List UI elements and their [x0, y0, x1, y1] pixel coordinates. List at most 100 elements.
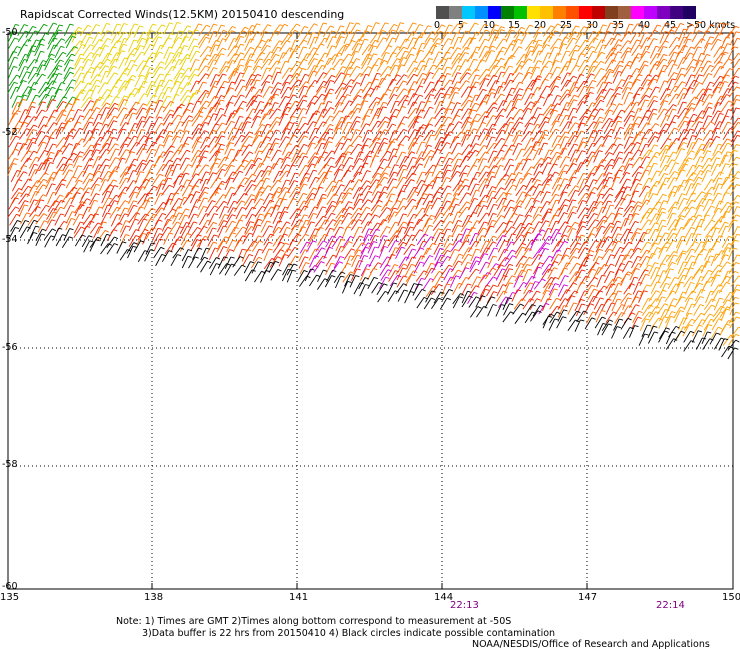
wind-barb — [560, 121, 569, 133]
wind-barb — [360, 115, 367, 128]
wind-barb — [162, 122, 170, 135]
wind-barb — [594, 225, 602, 238]
wind-barb-feather — [350, 179, 355, 183]
wind-barb — [98, 158, 107, 171]
wind-barb-feather — [672, 104, 677, 107]
wind-barb — [116, 43, 124, 57]
wind-barb-feather — [96, 107, 101, 110]
wind-barb-feather — [392, 178, 398, 181]
wind-barb-feather — [54, 109, 59, 112]
wind-barb — [307, 58, 315, 71]
wind-barb — [164, 164, 171, 178]
wind-barb-feather — [314, 206, 319, 209]
wind-barb-feather — [500, 65, 505, 69]
wind-barb-feather — [13, 81, 18, 85]
wind-barb — [207, 191, 216, 203]
wind-barb-feather — [688, 157, 693, 160]
wind-barb-feather — [493, 142, 498, 146]
wind-barb — [263, 233, 271, 246]
wind-barb — [145, 101, 154, 114]
wind-barb — [253, 162, 261, 175]
wind-barb-feather — [213, 213, 219, 216]
wind-barb-feather — [364, 100, 369, 103]
wind-barb-feather — [89, 36, 94, 39]
wind-barb — [711, 192, 719, 205]
wind-barb-feather — [54, 200, 59, 203]
wind-barb-feather — [193, 221, 198, 224]
wind-barb — [710, 86, 718, 99]
wind-barb — [244, 30, 251, 44]
wind-barb — [262, 51, 271, 63]
wind-barb-feather — [350, 79, 355, 82]
wind-barb — [449, 92, 456, 105]
wind-barb-feather — [277, 149, 282, 152]
wind-barb-feather — [548, 208, 553, 211]
wind-barb-feather — [321, 64, 326, 68]
wind-barb-feather — [647, 109, 652, 112]
wind-barb — [457, 178, 466, 191]
wind-barb-feather — [17, 142, 22, 145]
wind-barb — [416, 184, 424, 197]
legend-swatch — [514, 6, 527, 19]
wind-barb-feather — [345, 115, 350, 118]
wind-barb-feather — [568, 32, 573, 36]
wind-barb — [387, 171, 395, 184]
wind-barb-feather — [392, 52, 397, 55]
wind-barb-feather — [540, 157, 545, 161]
wind-barb — [360, 66, 369, 78]
wind-barb-feather — [366, 170, 371, 173]
wind-barb — [243, 59, 251, 72]
wind-barb — [20, 212, 28, 225]
wind-barb — [659, 22, 667, 35]
wind-barb — [138, 65, 146, 78]
wind-barb-feather — [297, 107, 302, 110]
wind-barb-feather — [253, 99, 258, 103]
wind-barb-feather — [324, 37, 329, 41]
wind-barb — [592, 201, 601, 213]
wind-barb-feather — [356, 116, 361, 119]
wind-barb — [206, 172, 214, 185]
wind-barb — [632, 108, 639, 121]
wind-barb-feather — [368, 212, 373, 216]
wind-barb — [18, 54, 26, 67]
wind-barb-feather — [287, 86, 292, 90]
wind-barb-feather — [176, 21, 181, 24]
wind-barb-feather — [331, 45, 336, 48]
wind-barb — [397, 184, 405, 197]
wind-barb — [47, 211, 54, 224]
wind-barb — [376, 78, 383, 91]
wind-barb — [290, 46, 297, 59]
wind-barb — [667, 177, 675, 190]
wind-barb-feather — [151, 122, 156, 125]
wind-barb — [7, 158, 15, 171]
wind-barb — [458, 201, 468, 213]
wind-barb — [164, 52, 171, 65]
wind-barb — [440, 116, 449, 129]
wind-barb-feather — [287, 102, 292, 105]
wind-barb — [632, 172, 639, 185]
wind-barb-feather — [626, 186, 631, 189]
wind-barb-feather — [483, 205, 488, 208]
wind-barb-feather — [374, 39, 379, 43]
wind-barb — [180, 82, 188, 94]
wind-barb — [719, 192, 726, 205]
wind-barb-feather — [44, 32, 50, 36]
wind-barb-feather — [213, 85, 218, 89]
wind-barb — [541, 211, 548, 224]
wind-barb — [605, 59, 613, 72]
wind-barb-feather — [161, 207, 166, 211]
wind-barb — [531, 107, 539, 120]
wind-barb — [199, 46, 209, 58]
wind-barb-feather — [564, 36, 569, 39]
wind-barb-feather — [170, 169, 175, 172]
wind-barb-feather — [568, 121, 573, 124]
wind-barb — [108, 157, 116, 170]
wind-barb — [511, 172, 519, 184]
wind-barb — [315, 143, 323, 156]
wind-barb-feather — [667, 138, 672, 141]
wind-barb-feather — [683, 93, 688, 96]
wind-barb-feather — [634, 220, 639, 224]
wind-barb-feather — [683, 44, 688, 48]
wind-barb — [19, 128, 27, 140]
wind-barb-feather — [590, 73, 595, 76]
